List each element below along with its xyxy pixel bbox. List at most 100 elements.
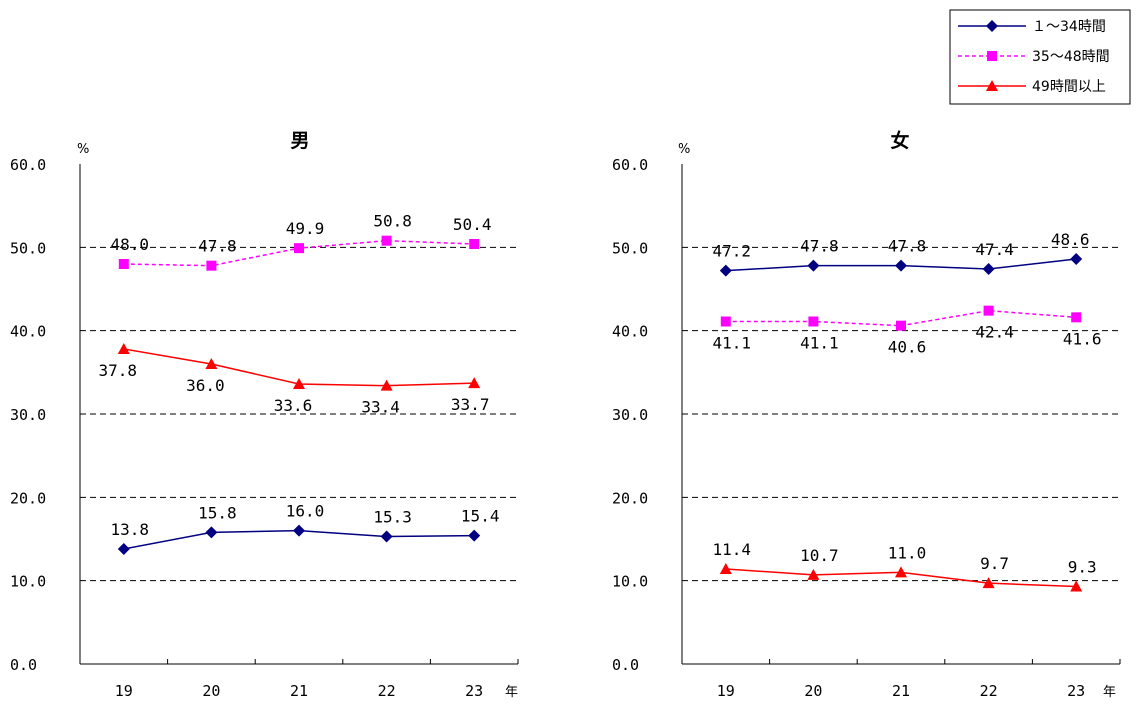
- data-point: [293, 524, 305, 537]
- legend-marker-2: [986, 80, 998, 91]
- x-tick-label: 21: [290, 682, 308, 700]
- x-tick-label: 22: [980, 682, 998, 700]
- series-1: 41.1 41.1 40.6 42.4 41.6: [713, 305, 1102, 357]
- y-tick-label: 10.0: [10, 573, 46, 591]
- data-point: [719, 563, 732, 574]
- series-0: 47.2 47.8 47.8 47.4 48.6: [713, 230, 1090, 277]
- data-point: [380, 530, 393, 543]
- series-2: 11.4 10.7 11.0 9.7 9.3: [713, 540, 1097, 592]
- chart-title: 男: [290, 130, 309, 152]
- data-label: 48.6: [1051, 230, 1090, 249]
- data-label: 49.9: [286, 219, 325, 238]
- data-label: 16.0: [286, 502, 325, 521]
- data-point: [293, 378, 305, 389]
- data-point: [983, 305, 994, 316]
- data-label: 47.8: [800, 237, 839, 256]
- legend-label-2: 49時間以上: [1032, 79, 1106, 95]
- data-point: [1070, 580, 1083, 592]
- data-point: [807, 568, 820, 580]
- data-point: [380, 379, 393, 391]
- y-tick-label: 60.0: [612, 156, 648, 174]
- y-tick-label: 30.0: [612, 406, 648, 424]
- legend-label-1: 35～48時間: [1032, 49, 1110, 65]
- data-point: [895, 566, 907, 578]
- x-tick-label: 19: [115, 682, 133, 700]
- data-label: 47.4: [975, 240, 1014, 259]
- data-label: 11.4: [713, 540, 752, 559]
- legend-label-0: １～34時間: [1032, 19, 1106, 35]
- x-tick-label: 23: [465, 682, 483, 700]
- y-tick-label: 40.0: [612, 323, 648, 341]
- data-point: [1071, 312, 1082, 323]
- data-point: [982, 577, 995, 589]
- data-label: 47.2: [713, 242, 752, 261]
- y-axis-unit: %: [77, 142, 89, 157]
- data-label: 9.3: [1068, 558, 1097, 577]
- data-point: [807, 259, 820, 272]
- data-point: [294, 243, 304, 254]
- data-point: [1070, 253, 1083, 265]
- data-label: 48.0: [111, 235, 150, 254]
- y-tick-label: 60.0: [10, 156, 46, 174]
- y-tick-label: 10.0: [612, 573, 648, 591]
- series-0: 13.8 15.8 16.0 15.3 15.4: [111, 502, 500, 555]
- data-point: [808, 316, 819, 327]
- x-axis-label: 年: [1103, 685, 1116, 700]
- x-tick-label: 19: [717, 682, 735, 700]
- data-label: 33.6: [274, 396, 313, 415]
- data-point: [117, 343, 130, 354]
- x-tick-label: 21: [892, 682, 910, 700]
- legend-marker-0: [986, 20, 998, 32]
- data-point: [118, 259, 129, 269]
- data-label: 10.7: [800, 546, 839, 565]
- data-point: [468, 529, 481, 542]
- data-label: 41.1: [713, 334, 752, 353]
- y-tick-label: 50.0: [10, 239, 46, 257]
- data-point: [469, 239, 480, 249]
- data-point: [896, 320, 906, 331]
- chart-panel-1: 0.0 10.0 20.0 30.0 40.0 50.0 60.0 19 20 21 22 23 女% 年…: [612, 129, 1121, 700]
- data-point: [719, 264, 732, 277]
- x-tick-label: 20: [202, 682, 220, 700]
- data-point: [205, 358, 218, 369]
- legend: １～34時間 35～48時間 49時間以上: [949, 9, 1131, 105]
- data-point: [205, 526, 218, 539]
- data-point: [982, 263, 995, 275]
- x-tick-label: 22: [378, 682, 396, 700]
- chart-panel-0: 0.0 10.0 20.0 30.0 40.0 50.0 60.0 19 20 21 22 23 男% 年…: [10, 130, 519, 700]
- data-point: [206, 260, 217, 271]
- legend-marker-1: [987, 51, 997, 61]
- x-axis-label: 年: [505, 685, 518, 700]
- data-label: 50.8: [373, 212, 412, 231]
- data-label: 42.4: [975, 323, 1014, 342]
- data-label: 47.8: [198, 237, 237, 256]
- x-tick-label: 23: [1067, 682, 1085, 700]
- data-point: [720, 316, 731, 327]
- data-label: 15.8: [198, 503, 237, 522]
- series-1: 48.0 47.8 49.9 50.8 50.4: [111, 212, 491, 271]
- y-tick-label: 0.0: [10, 656, 37, 674]
- data-label: 40.6: [888, 338, 927, 357]
- x-tick-label: 20: [804, 682, 822, 700]
- y-tick-label: 20.0: [10, 489, 46, 507]
- data-label: 11.0: [888, 543, 927, 562]
- data-label: 15.3: [373, 508, 412, 527]
- data-label: 13.8: [111, 520, 150, 539]
- y-tick-label: 40.0: [10, 323, 46, 341]
- data-label: 41.6: [1063, 329, 1102, 348]
- data-label: 15.4: [461, 507, 500, 526]
- data-label: 33.7: [451, 395, 490, 414]
- y-tick-label: 20.0: [612, 489, 648, 507]
- data-point: [117, 543, 130, 555]
- data-point: [381, 235, 392, 246]
- chart-title: 女: [890, 129, 909, 152]
- data-label: 9.7: [980, 554, 1009, 573]
- y-tick-label: 30.0: [10, 406, 46, 424]
- data-point: [895, 259, 907, 272]
- y-axis-unit: %: [678, 142, 690, 157]
- y-tick-label: 0.0: [612, 656, 639, 674]
- y-tick-label: 50.0: [612, 239, 648, 257]
- data-label: 37.8: [99, 361, 138, 380]
- data-label: 33.4: [361, 398, 400, 417]
